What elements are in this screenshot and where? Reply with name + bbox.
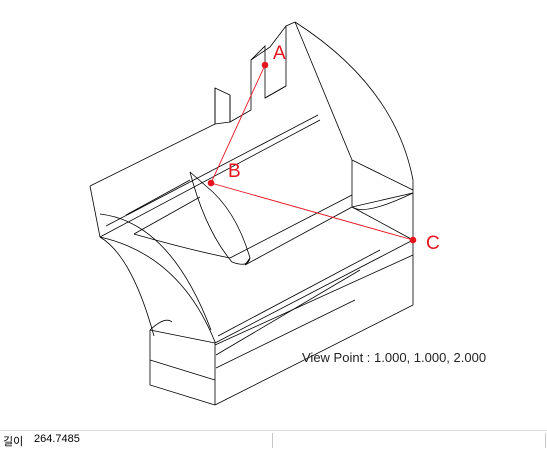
status-length-value: 264.7485 (34, 433, 80, 445)
segment-b-c (210, 182, 414, 241)
status-bar: 길이 264.7485 (0, 430, 547, 450)
view-point-readout: View Point : 1.000, 1.000, 2.000 (302, 350, 487, 365)
model-viewport[interactable]: A B C View Point : 1.000, 1.000, 2.000 (0, 0, 547, 430)
point-b-marker[interactable] (207, 179, 215, 187)
point-b-label: B (228, 161, 241, 182)
point-c-marker[interactable] (409, 236, 417, 244)
status-length-label: 길이 (3, 435, 24, 448)
segment-a-b (210, 64, 266, 184)
point-a-marker[interactable] (261, 61, 269, 69)
point-c-label: C (426, 233, 440, 254)
model-edges (89, 21, 414, 406)
measure-lines (210, 64, 414, 241)
point-a-label: A (273, 43, 286, 64)
wireframe-model (89, 21, 417, 406)
status-separator (545, 433, 546, 448)
status-separator (272, 433, 273, 448)
